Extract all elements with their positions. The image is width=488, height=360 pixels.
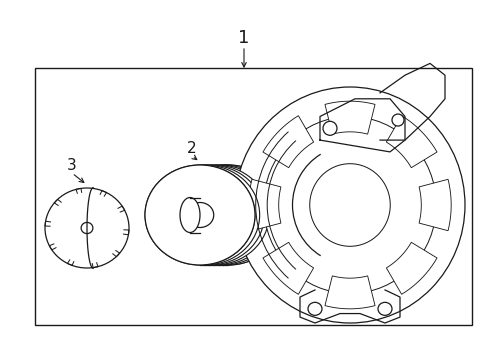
Ellipse shape	[81, 222, 93, 234]
Ellipse shape	[235, 87, 464, 323]
Polygon shape	[248, 179, 280, 231]
Ellipse shape	[323, 121, 336, 135]
Polygon shape	[418, 179, 450, 231]
Ellipse shape	[309, 164, 389, 246]
Text: 2: 2	[187, 140, 196, 156]
Ellipse shape	[263, 117, 435, 293]
Ellipse shape	[180, 198, 200, 233]
Ellipse shape	[391, 114, 403, 126]
Ellipse shape	[45, 188, 129, 268]
Ellipse shape	[186, 202, 213, 228]
Bar	[35, 68, 471, 325]
Polygon shape	[325, 276, 374, 309]
Polygon shape	[325, 101, 374, 134]
Ellipse shape	[154, 165, 264, 265]
Ellipse shape	[307, 302, 321, 315]
Ellipse shape	[173, 165, 283, 265]
Ellipse shape	[377, 302, 391, 315]
Polygon shape	[386, 242, 436, 294]
Text: 1: 1	[238, 29, 249, 47]
Ellipse shape	[145, 165, 254, 265]
Ellipse shape	[145, 165, 254, 265]
Ellipse shape	[173, 165, 283, 265]
Polygon shape	[263, 242, 313, 294]
Ellipse shape	[149, 165, 259, 265]
Ellipse shape	[159, 165, 268, 265]
Polygon shape	[263, 116, 313, 168]
Ellipse shape	[87, 188, 99, 268]
Text: 3: 3	[67, 158, 77, 172]
Ellipse shape	[163, 165, 273, 265]
Ellipse shape	[168, 165, 278, 265]
Polygon shape	[386, 116, 436, 168]
